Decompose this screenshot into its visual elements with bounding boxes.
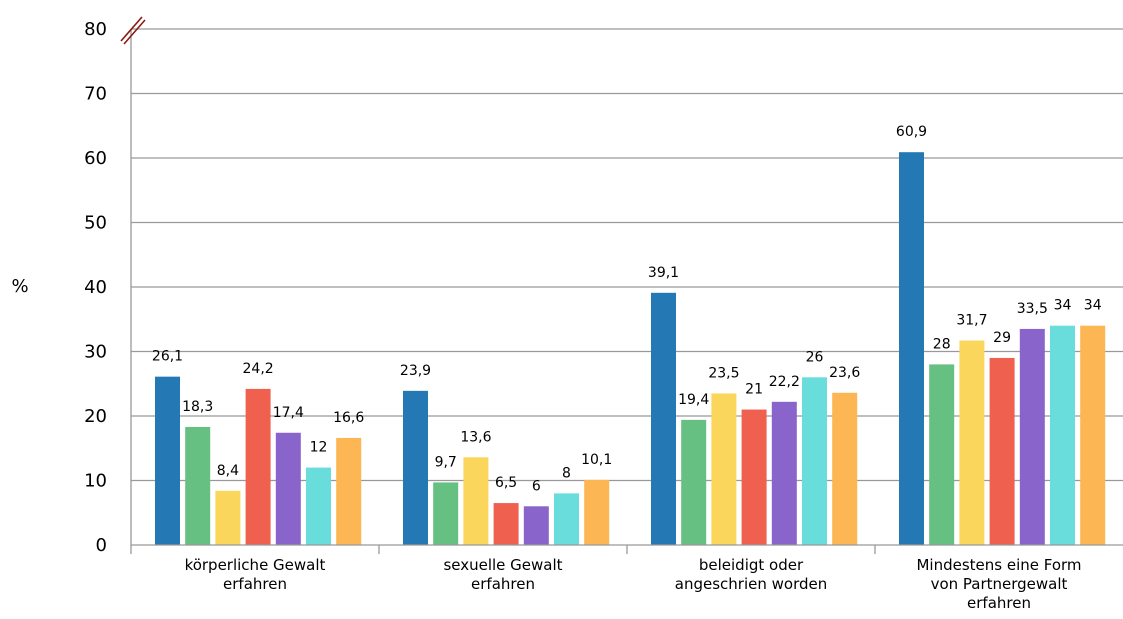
bar [215,490,241,545]
bar-value-label: 18,3 [182,399,213,415]
bar-value-label: 23,9 [400,363,431,379]
bar-value-label: 26 [806,349,824,365]
bar-value-label: 9,7 [435,454,457,470]
bar-value-label: 39,1 [648,265,679,281]
x-category-label: Mindestens eine Form von Partnergewalt erf… [916,556,1081,612]
bar-value-label: 34 [1084,298,1102,314]
bar-value-label: 19,4 [678,392,709,408]
bar [929,364,955,545]
y-axis-label: % [11,276,28,297]
bar-value-label: 13,6 [460,429,491,445]
axis-break-stroke [123,19,146,45]
bar-value-label: 17,4 [273,405,304,421]
x-category-label-line: sexuelle Gewalt [443,556,562,574]
y-tick-label: 0 [96,535,107,556]
bar-value-label: 6,5 [495,475,517,491]
y-tick-label: 20 [84,406,107,427]
x-category-label-line: von Partnergewalt [931,575,1068,593]
bar-value-label: 24,2 [243,361,274,377]
bar-value-label: 16,6 [333,410,364,426]
bar [651,292,676,545]
x-category-label: sexuelle Gewalt erfahren [443,556,562,593]
x-category-label: beleidigt oder angeschrien worden [675,556,827,593]
y-tick-label: 30 [84,342,107,363]
grid-lines [131,28,1123,482]
bar-value-label: 60,9 [896,124,927,140]
bar-value-label: 23,5 [708,365,739,381]
bar [899,152,924,545]
bar-value-label: 8 [562,465,571,481]
bar [433,482,459,545]
bar [802,377,827,545]
bar [584,479,610,545]
x-category-label-line: erfahren [471,575,535,593]
bar [336,437,362,545]
bar-value-label: 6 [532,478,541,494]
x-category-label-line: beleidigt oder [699,556,804,574]
bar [155,376,180,545]
bar-value-label: 31,7 [956,313,987,329]
bar [185,426,211,545]
bar [741,409,767,545]
x-category-label-line: Mindestens eine Form [916,556,1081,574]
bar-value-label: 22,2 [769,374,800,390]
y-tick-label: 60 [84,148,107,169]
bar-value-label: 8,4 [217,463,239,479]
bar [523,506,549,545]
bar [306,467,331,545]
x-category-label-line: angeschrien worden [675,575,827,593]
bar [403,390,428,545]
x-category-label-line: erfahren [967,594,1031,612]
data-labels: 26,1 18,3 8,4 24,2 17,4 12 16,6 23,9 9,713,6 6,5 6… [152,124,1102,494]
bar [681,419,707,545]
bar [959,340,985,545]
bar [771,401,797,545]
bar [1080,325,1106,545]
bar-value-label: 12 [310,440,328,456]
bar-value-label: 23,6 [829,365,860,381]
bar-value-label: 29 [993,330,1011,346]
bars [155,152,1106,545]
bar [989,357,1015,545]
bar-value-label: 10,1 [581,452,612,468]
bar-value-label: 21 [745,382,763,398]
bar-value-label: 34 [1054,298,1072,314]
bar [554,493,579,545]
bar-value-label: 28 [933,336,951,352]
bar [711,393,737,545]
bar [832,392,858,545]
bar [245,388,271,545]
x-category-label-line: erfahren [223,575,287,593]
x-category-label-line: körperliche Gewalt [185,556,326,574]
bar [1019,328,1045,545]
y-tick-label: 10 [84,471,107,492]
y-tick-label: 50 [84,213,107,234]
bar [463,457,489,545]
bar [275,432,301,545]
bar-value-label: 26,1 [152,349,183,365]
bar [493,503,519,545]
bar-value-label: 33,5 [1017,301,1048,317]
axis-break-stroke [120,16,143,42]
bar [1050,325,1075,545]
y-tick-label: 70 [84,84,107,105]
x-category-label: körperliche Gewalt erfahren [185,556,326,593]
axis-break-mark [120,16,146,45]
y-tick-label: 40 [84,277,107,298]
y-tick-label: 80 [84,19,107,40]
